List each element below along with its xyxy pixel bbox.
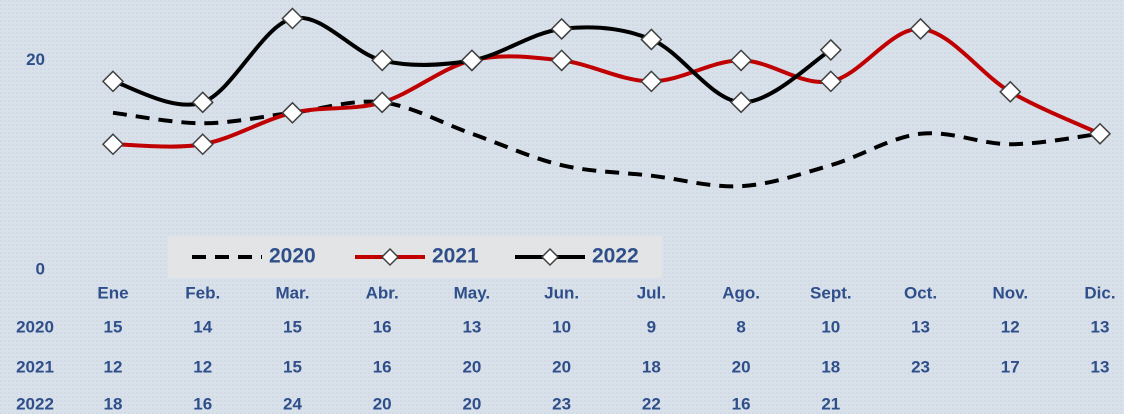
table-cell: 20 xyxy=(462,394,481,413)
series-marker xyxy=(101,70,125,93)
table-cell: 15 xyxy=(283,357,302,376)
x-tick-label: May. xyxy=(454,283,491,302)
series-marker xyxy=(281,7,304,30)
table-cell: 22 xyxy=(642,394,661,413)
table-cell: 13 xyxy=(462,317,481,336)
table-cell: 18 xyxy=(821,357,840,376)
x-tick-label: Abr. xyxy=(366,283,399,302)
table-cell: 16 xyxy=(373,357,392,376)
series-marker xyxy=(640,28,663,51)
legend-marker xyxy=(540,247,560,267)
series-marker xyxy=(191,133,214,156)
table-cell: 12 xyxy=(1001,317,1020,336)
table-cell: 16 xyxy=(193,394,212,413)
table-cell: 20 xyxy=(552,357,571,376)
series-marker xyxy=(640,70,663,93)
table-cell: 20 xyxy=(732,357,751,376)
series-marker xyxy=(281,101,304,124)
y-tick-label: 0 xyxy=(36,259,45,278)
y-tick-label: 20 xyxy=(26,50,45,69)
series-marker xyxy=(730,49,753,72)
table-cell: 23 xyxy=(552,394,571,413)
table-cell: 13 xyxy=(911,317,930,336)
table-cell: 23 xyxy=(911,357,930,376)
table-cell: 21 xyxy=(821,394,840,413)
x-tick-label: Jun. xyxy=(544,283,579,302)
series-marker xyxy=(550,17,573,41)
series-marker xyxy=(371,49,394,72)
series-marker xyxy=(819,70,842,93)
table-row-label: 2021 xyxy=(16,357,54,376)
legend-label: 2020 xyxy=(269,245,316,268)
table-cell: 18 xyxy=(104,394,123,413)
table-cell: 18 xyxy=(642,357,661,376)
table-cell: 10 xyxy=(821,317,840,336)
table-cell: 24 xyxy=(283,394,302,413)
x-tick-label: Ago. xyxy=(722,283,760,302)
table-cell: 12 xyxy=(193,357,212,376)
x-tick-label: Feb. xyxy=(185,283,220,302)
table-cell: 16 xyxy=(373,317,392,336)
series-marker xyxy=(191,91,214,114)
series-marker xyxy=(1088,122,1112,145)
table-cell: 12 xyxy=(104,357,123,376)
table-cell: 15 xyxy=(104,317,123,336)
series-marker xyxy=(999,80,1022,103)
table-cell: 9 xyxy=(647,317,656,336)
x-tick-label: Dic. xyxy=(1084,283,1115,302)
series-marker xyxy=(371,91,394,114)
series-marker xyxy=(101,133,125,156)
table-cell: 16 xyxy=(732,394,751,413)
x-tick-label: Sept. xyxy=(810,283,852,302)
series-marker xyxy=(460,49,483,72)
x-tick-label: Mar. xyxy=(275,283,309,302)
legend-label: 2022 xyxy=(592,245,639,268)
table-cell: 13 xyxy=(1091,357,1110,376)
table-cell: 14 xyxy=(193,317,212,336)
x-tick-label: Nov. xyxy=(992,283,1028,302)
table-cell: 13 xyxy=(1091,317,1110,336)
x-tick-label: Oct. xyxy=(904,283,937,302)
legend-marker xyxy=(380,247,400,267)
series-marker xyxy=(909,17,932,41)
series-marker xyxy=(819,38,842,61)
legend-label: 2021 xyxy=(432,245,479,268)
series-marker xyxy=(730,91,753,114)
series-marker xyxy=(550,49,573,72)
x-tick-label: Ene xyxy=(97,283,128,302)
table-cell: 15 xyxy=(283,317,302,336)
table-cell: 20 xyxy=(373,394,392,413)
table-cell: 20 xyxy=(462,357,481,376)
table-cell: 10 xyxy=(552,317,571,336)
table-cell: 17 xyxy=(1001,357,1020,376)
table-row-label: 2022 xyxy=(16,394,54,413)
x-tick-label: Jul. xyxy=(637,283,666,302)
table-row-label: 2020 xyxy=(16,317,54,336)
table-cell: 8 xyxy=(736,317,745,336)
